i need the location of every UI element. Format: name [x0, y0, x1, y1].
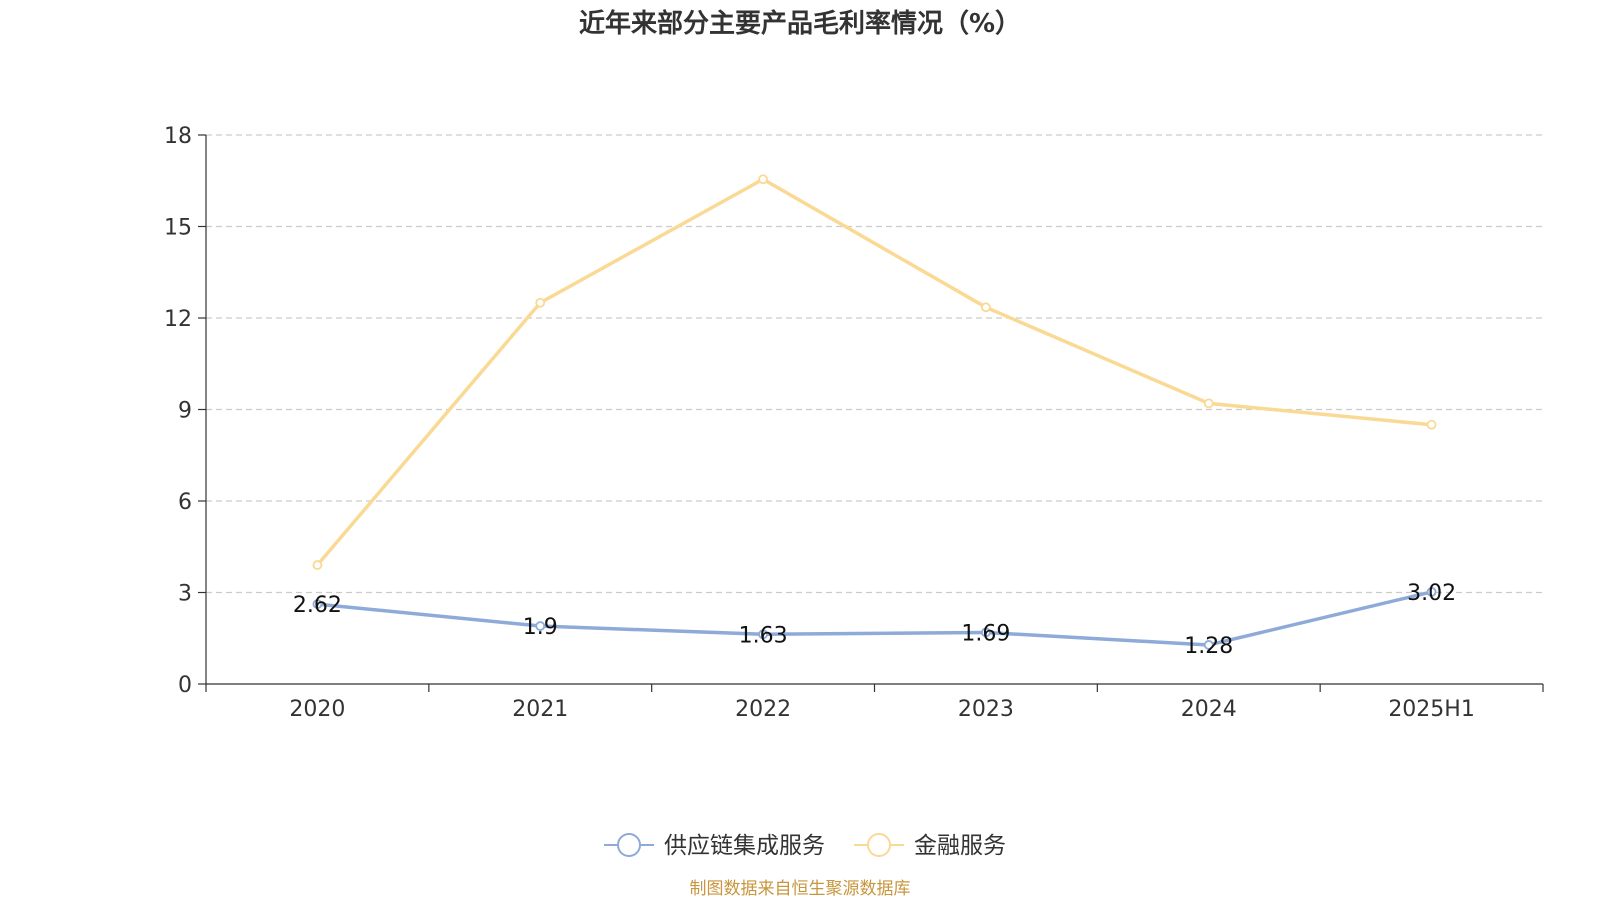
y-tick-label: 9: [178, 399, 192, 424]
y-tick-label: 3: [178, 582, 192, 607]
data-label: 1.28: [1184, 634, 1233, 659]
data-label: 1.63: [739, 623, 788, 648]
data-point: [758, 629, 768, 640]
chart-title: 近年来部分主要产品毛利率情况（%）: [579, 8, 1021, 39]
x-tick-label: 2025H1: [1388, 697, 1475, 722]
data-point: [535, 621, 546, 631]
series-lines: [312, 174, 1437, 650]
y-tick-label: 0: [178, 673, 192, 698]
legend: 供应链集成服务 金融服务: [604, 833, 1006, 859]
data-label: 2.62: [293, 593, 342, 618]
data-point: [1203, 398, 1214, 409]
data-label: 1.9: [523, 615, 558, 640]
data-point: [1426, 419, 1437, 430]
legend-marker: [617, 833, 641, 857]
series-line: [317, 590, 1432, 647]
x-tick-label: 2023: [958, 697, 1014, 722]
data-point: [758, 174, 768, 185]
data-point: [312, 599, 323, 609]
data-point: [535, 297, 546, 308]
source-note: 制图数据来自恒生聚源数据库: [690, 879, 911, 899]
legend-marker: [867, 833, 891, 857]
grid-lines: [206, 134, 1543, 594]
x-tick-label: 2024: [1181, 697, 1237, 722]
data-point: [1426, 586, 1437, 597]
y-tick-label: 6: [178, 490, 192, 515]
legend-label: 供应链集成服务: [664, 833, 825, 859]
data-label: 3.02: [1407, 581, 1456, 606]
y-tick-label: 18: [164, 124, 192, 149]
data-point: [1203, 640, 1214, 650]
y-tick-label: 12: [164, 307, 192, 332]
x-tick-label: 2022: [735, 697, 791, 722]
x-tick-label: 2021: [512, 697, 568, 722]
axes: 0 3 6 9 12 15 18 2020 2021 2022 2023 2024 2025H1: [164, 124, 1544, 722]
legend-label: 金融服务: [914, 833, 1006, 859]
series-line: [316, 177, 1432, 567]
x-tick-label: 2020: [289, 697, 345, 722]
data-labels: 2.62 1.9 1.63 1.69 1.28 3.02: [293, 581, 1456, 659]
data-point: [981, 627, 991, 638]
y-tick-label: 15: [164, 216, 192, 241]
data-label: 1.69: [961, 621, 1010, 646]
data-point: [981, 302, 991, 313]
data-point: [312, 560, 323, 570]
